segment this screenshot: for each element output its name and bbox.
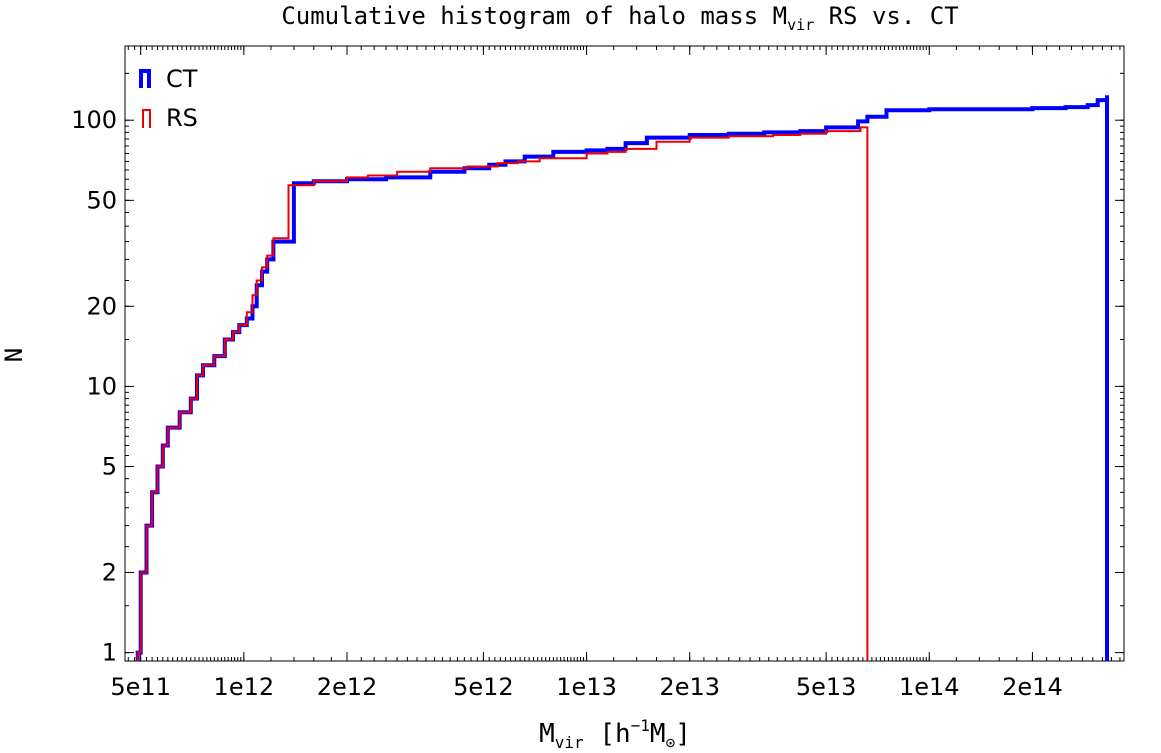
chart-title: Cumulative histogram of halo mass Mvir R… <box>281 2 958 34</box>
y-minor-ticks <box>125 72 1124 654</box>
x-tick-label: 2e12 <box>317 673 378 701</box>
x-tick-label: 1e14 <box>899 673 960 701</box>
x-axis-ticks: 5e11 1e12 2e12 5e12 1e13 2e13 5e13 1e14 2e14 <box>110 46 1063 701</box>
y-tick-label: 50 <box>86 186 117 214</box>
x-tick-label: 5e11 <box>110 673 171 701</box>
x-tick-label: 5e13 <box>796 673 857 701</box>
series-rs-line <box>136 126 869 661</box>
series-layer <box>135 95 1109 661</box>
y-tick-label: 1 <box>102 639 117 667</box>
x-tick-label: 2e13 <box>659 673 720 701</box>
legend: CT RS <box>139 65 198 132</box>
y-tick-label: 2 <box>102 558 117 586</box>
x-tick-label: 5e12 <box>453 673 514 701</box>
y-tick-label: 10 <box>86 372 117 400</box>
x-tick-label: 2e14 <box>1002 673 1063 701</box>
x-tick-label: 1e13 <box>556 673 617 701</box>
x-tick-label: 1e12 <box>214 673 275 701</box>
legend-rs-swatch <box>142 109 151 128</box>
x-minor-ticks <box>127 46 1121 661</box>
y-tick-label: 100 <box>71 106 117 134</box>
x-axis-label: Mvir [h−1M⊙] <box>539 716 691 752</box>
y-tick-label: 20 <box>86 292 117 320</box>
legend-rs-label: RS <box>166 104 198 132</box>
y-axis-ticks: 1 2 5 10 20 50 100 <box>71 106 1124 667</box>
series-ct-line <box>135 95 1109 661</box>
y-tick-label: 5 <box>102 453 117 481</box>
y-axis-label: N <box>0 348 28 362</box>
plot-frame <box>124 45 1125 662</box>
legend-ct-swatch <box>139 69 151 88</box>
legend-ct-label: CT <box>166 65 198 93</box>
